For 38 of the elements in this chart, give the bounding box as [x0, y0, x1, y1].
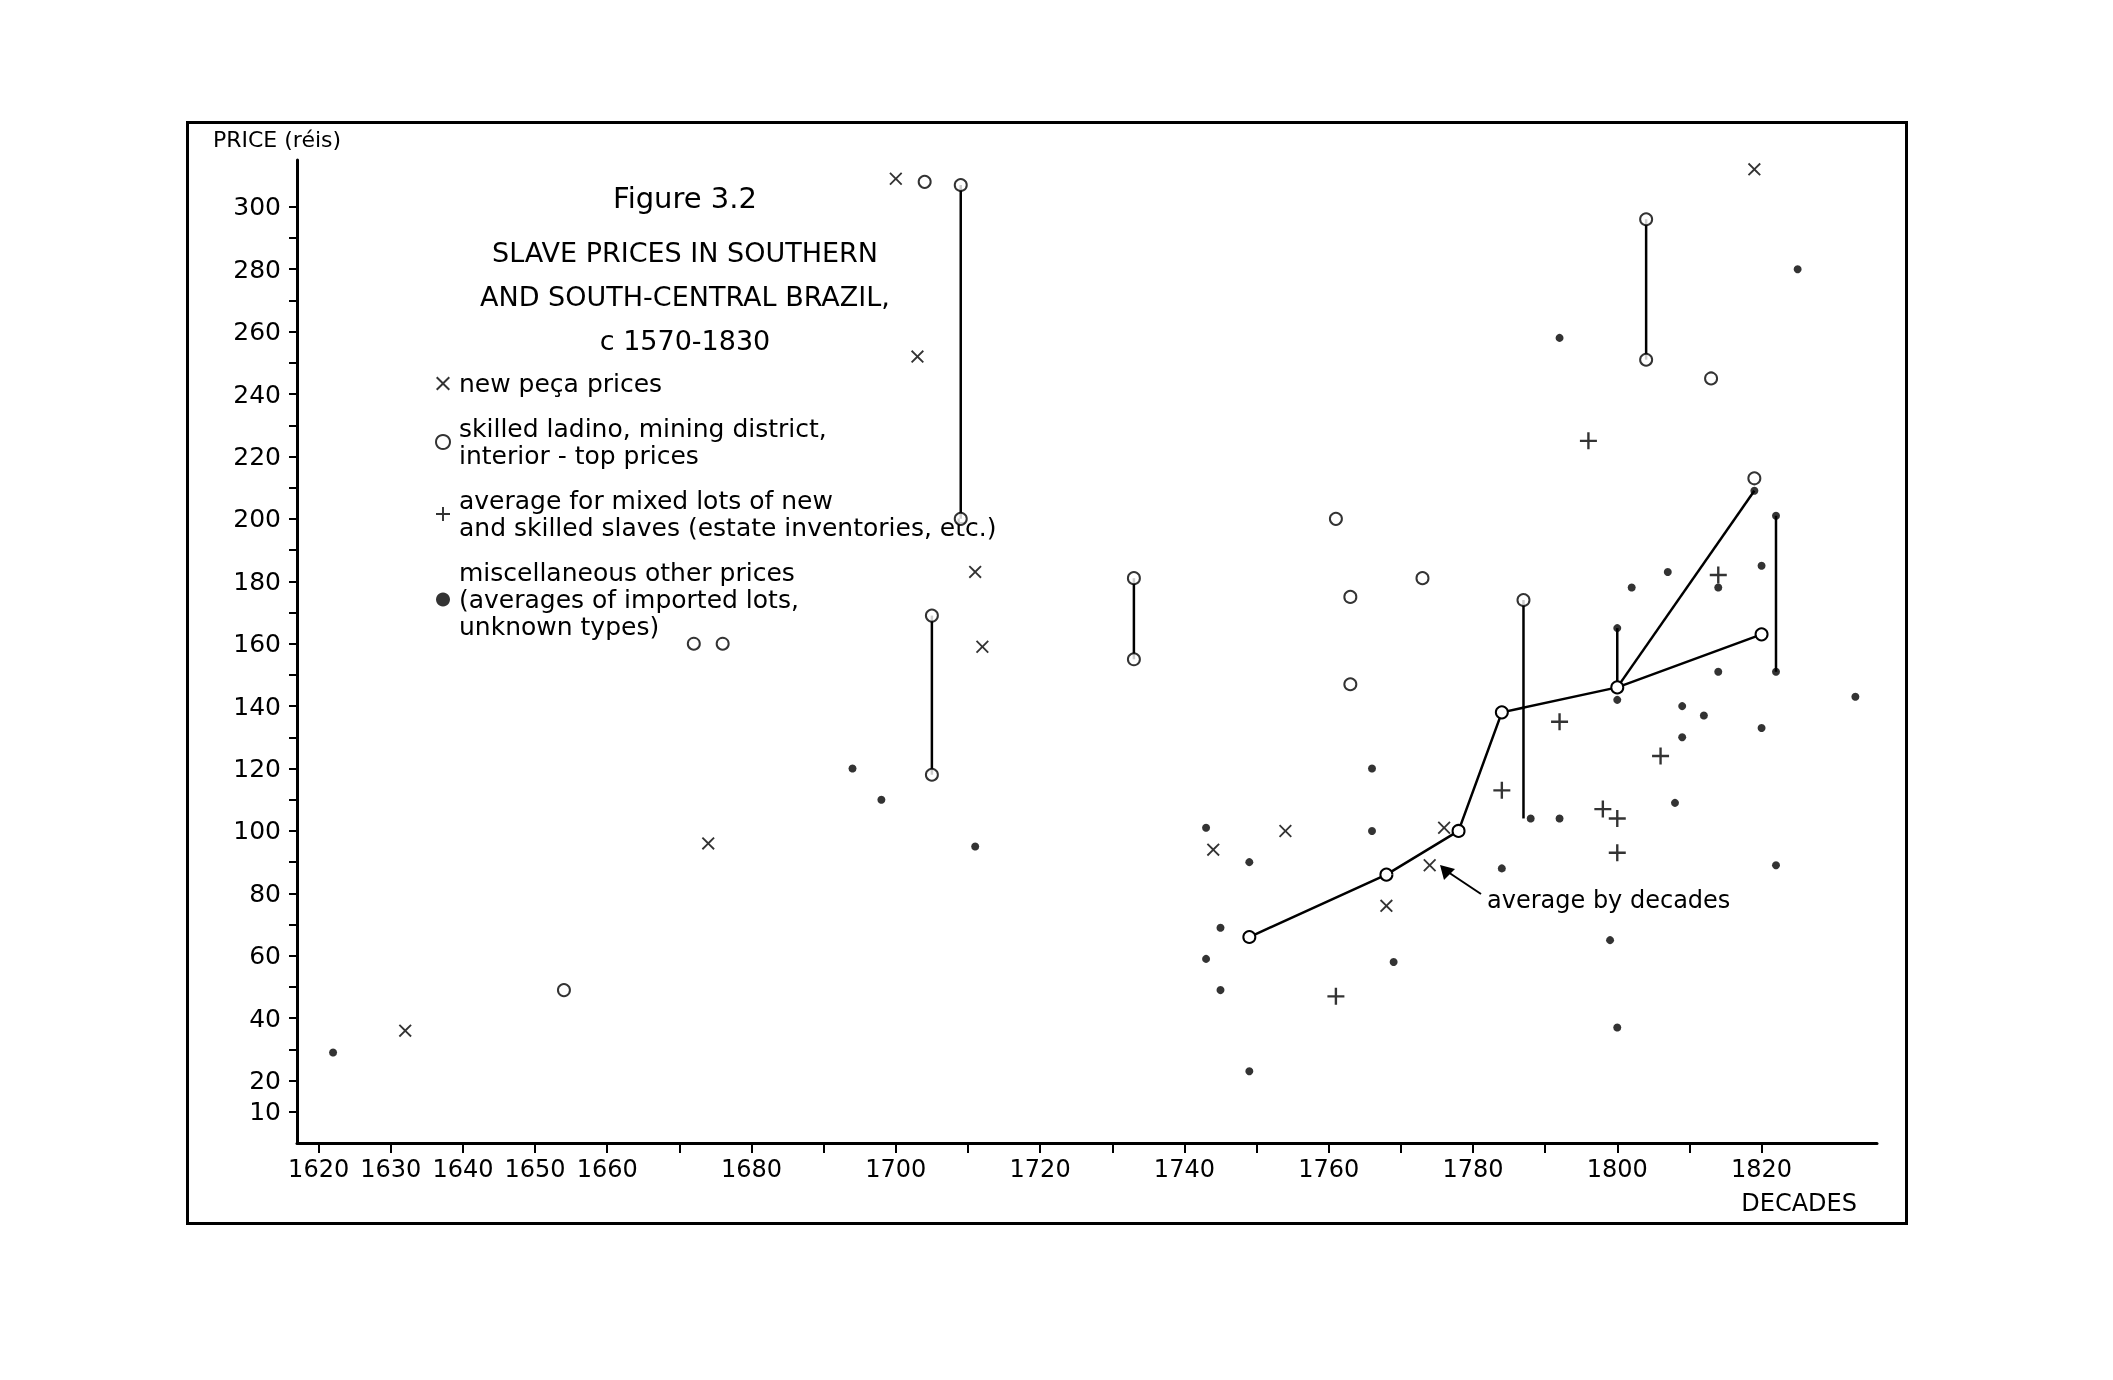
- y-tick-label: 100: [233, 816, 281, 846]
- x-tick-label: 1650: [504, 1155, 566, 1183]
- y-tick-label: 180: [233, 566, 281, 596]
- annotation: average by decades: [1487, 886, 1731, 914]
- y-tick-label: 240: [233, 379, 281, 409]
- x-tick-label: 1700: [865, 1155, 927, 1183]
- x-tick-label: 1680: [720, 1155, 783, 1183]
- y-tick-label: 200: [233, 504, 281, 534]
- y-tick-label: 40: [249, 1003, 281, 1033]
- legend-label: new peça prices: [459, 369, 663, 398]
- y-tick-label: 160: [233, 629, 281, 659]
- x-tick-label: 1660: [576, 1155, 638, 1183]
- y-tick-label: 140: [233, 691, 281, 721]
- y-tick-label: 120: [233, 754, 281, 784]
- y-tick-label: 280: [233, 254, 281, 284]
- y-tick-label: 80: [249, 878, 281, 908]
- text: Figure 3.2: [613, 180, 757, 215]
- y-tick-label: 10: [249, 1097, 281, 1127]
- y-tick-label: 220: [233, 441, 281, 471]
- x-tick-label: 1640: [432, 1155, 494, 1183]
- y-tick-label: 300: [233, 192, 281, 222]
- x-tick-label: 1740: [1153, 1155, 1215, 1183]
- x-tick-label: 1720: [1009, 1155, 1071, 1183]
- text: SLAVE PRICES IN SOUTHERN AND SOUTH-CENTRAL BRAZIL, c 1570-1830: [480, 236, 890, 356]
- x-tick-label: 1780: [1442, 1155, 1504, 1183]
- y-tick-label: 260: [233, 317, 281, 347]
- legend-label: skilled ladino, mining district, interior - top prices: [459, 414, 827, 470]
- x-tick-label: 1800: [1586, 1155, 1648, 1183]
- y-tick-label: 20: [249, 1066, 281, 1096]
- y-tick-label: 60: [249, 941, 281, 971]
- x-tick-label: 1630: [360, 1155, 422, 1183]
- x-tick-label: 1620: [288, 1155, 350, 1183]
- legend-label: average for mixed lots of new and skilled slaves (estate inventories, etc.): [459, 486, 997, 542]
- legend-label: miscellaneous other prices (averages of imported lots, unknown types): [459, 558, 799, 641]
- x-tick-label: 1760: [1298, 1155, 1360, 1183]
- x-tick-label: 1820: [1731, 1155, 1793, 1183]
- y-axis-title: PRICE (réis): [212, 126, 342, 152]
- x-axis-title: DECADES: [1741, 1189, 1857, 1217]
